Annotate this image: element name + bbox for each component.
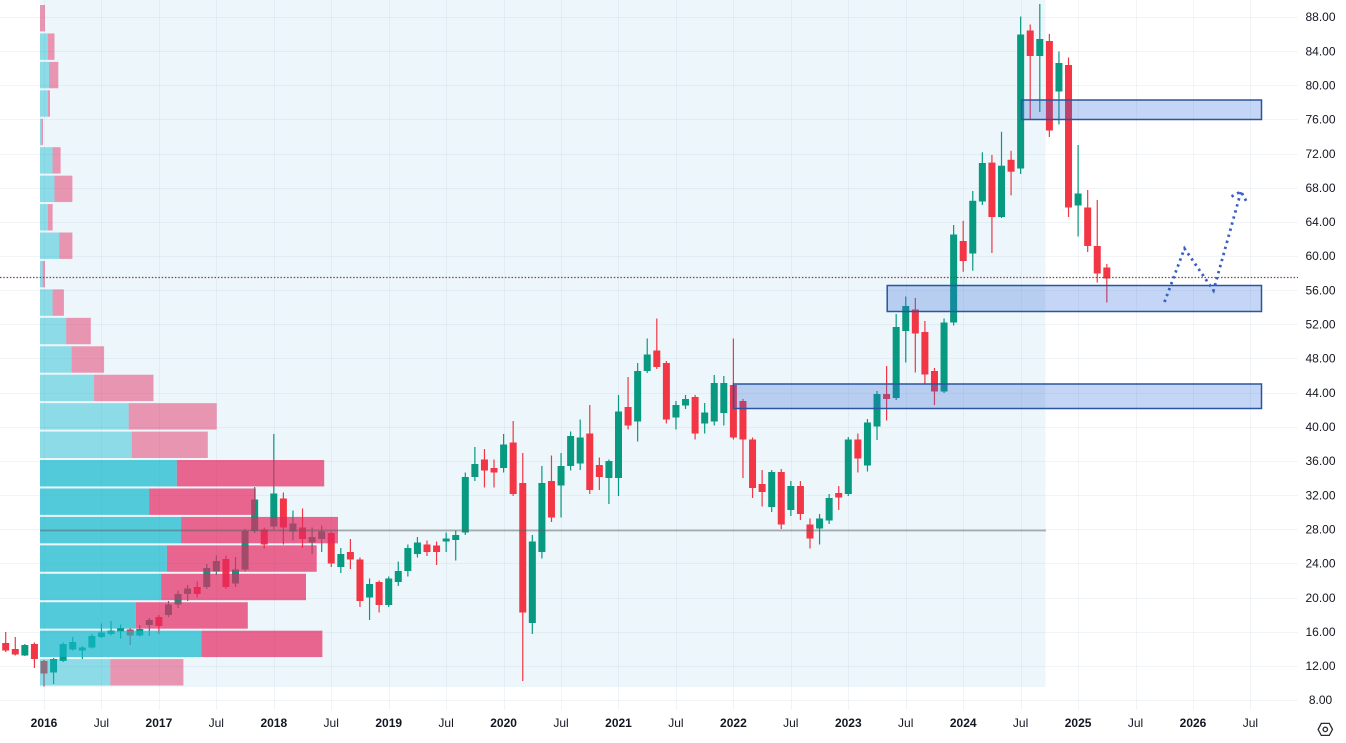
svg-text:2022: 2022 — [720, 716, 747, 730]
svg-text:72.00: 72.00 — [1305, 147, 1335, 161]
svg-text:Jul: Jul — [783, 716, 798, 730]
svg-text:Jul: Jul — [438, 716, 453, 730]
svg-text:Jul: Jul — [1128, 716, 1143, 730]
svg-text:2017: 2017 — [146, 716, 173, 730]
svg-text:2018: 2018 — [260, 716, 287, 730]
svg-text:Jul: Jul — [553, 716, 568, 730]
svg-text:20.00: 20.00 — [1305, 591, 1335, 605]
svg-text:60.00: 60.00 — [1305, 249, 1335, 263]
svg-text:Jul: Jul — [668, 716, 683, 730]
svg-text:8.00: 8.00 — [1309, 693, 1333, 707]
svg-text:Jul: Jul — [324, 716, 339, 730]
svg-text:44.00: 44.00 — [1305, 386, 1335, 400]
svg-text:68.00: 68.00 — [1305, 181, 1335, 195]
svg-text:2016: 2016 — [31, 716, 58, 730]
svg-text:28.00: 28.00 — [1305, 523, 1335, 537]
svg-text:Jul: Jul — [209, 716, 224, 730]
svg-text:2019: 2019 — [375, 716, 402, 730]
svg-text:56.00: 56.00 — [1305, 283, 1335, 297]
svg-text:24.00: 24.00 — [1305, 557, 1335, 571]
svg-text:88.00: 88.00 — [1305, 10, 1335, 24]
svg-text:32.00: 32.00 — [1305, 488, 1335, 502]
svg-text:36.00: 36.00 — [1305, 454, 1335, 468]
svg-text:Jul: Jul — [1013, 716, 1028, 730]
svg-text:2025: 2025 — [1065, 716, 1092, 730]
svg-text:2024: 2024 — [950, 716, 977, 730]
svg-text:12.00: 12.00 — [1305, 659, 1335, 673]
svg-text:2026: 2026 — [1180, 716, 1207, 730]
svg-text:40.00: 40.00 — [1305, 420, 1335, 434]
svg-text:2020: 2020 — [490, 716, 517, 730]
svg-text:16.00: 16.00 — [1305, 625, 1335, 639]
svg-text:Jul: Jul — [94, 716, 109, 730]
svg-text:76.00: 76.00 — [1305, 113, 1335, 127]
svg-text:Jul: Jul — [898, 716, 913, 730]
svg-text:84.00: 84.00 — [1305, 44, 1335, 58]
svg-text:2021: 2021 — [605, 716, 632, 730]
svg-text:80.00: 80.00 — [1305, 79, 1335, 93]
svg-text:Jul: Jul — [1243, 716, 1258, 730]
svg-text:48.00: 48.00 — [1305, 352, 1335, 366]
svg-text:64.00: 64.00 — [1305, 215, 1335, 229]
svg-text:52.00: 52.00 — [1305, 318, 1335, 332]
svg-text:2023: 2023 — [835, 716, 862, 730]
